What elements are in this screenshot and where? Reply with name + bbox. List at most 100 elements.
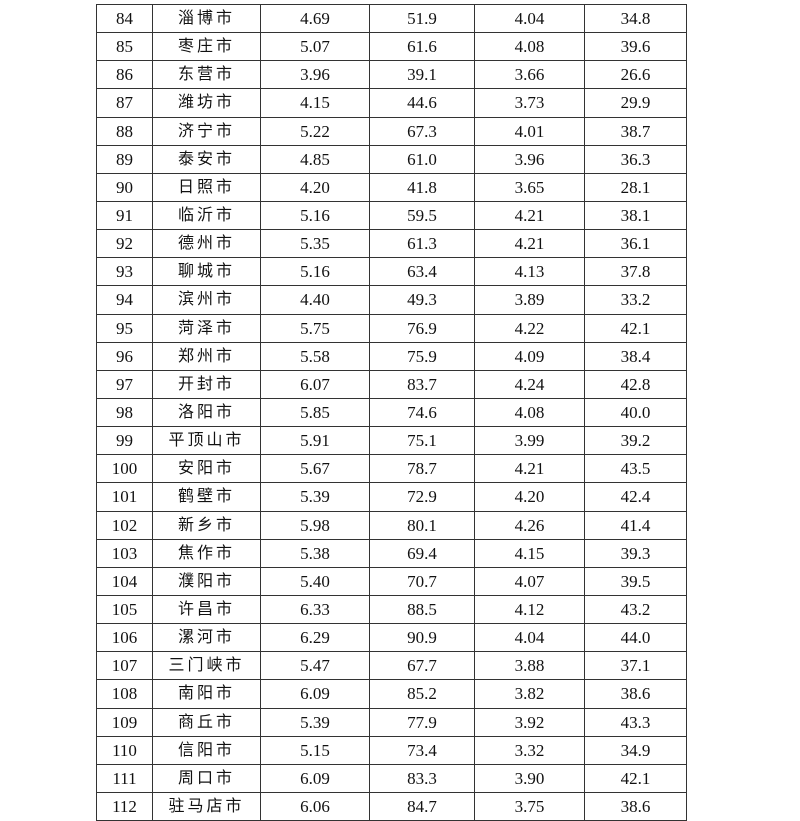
row-number: 88 xyxy=(96,116,153,146)
value-col-2: 83.3 xyxy=(369,763,475,793)
row-number: 104 xyxy=(96,566,153,596)
value-col-1: 5.35 xyxy=(260,229,370,259)
value-col-2: 69.4 xyxy=(369,538,475,568)
city-name: 漯河市 xyxy=(152,623,261,653)
value-col-1: 5.91 xyxy=(260,426,370,456)
city-name: 商丘市 xyxy=(152,707,261,737)
value-col-4: 44.0 xyxy=(584,623,687,653)
value-col-3: 3.99 xyxy=(474,426,585,456)
table-row: 111 周口市 6.09 83.3 3.90 42.1 xyxy=(96,763,687,793)
value-col-1: 5.16 xyxy=(260,257,370,287)
value-col-2: 83.7 xyxy=(369,369,475,399)
row-number: 105 xyxy=(96,594,153,625)
city-name: 周口市 xyxy=(152,763,261,793)
table-row: 89 泰安市 4.85 61.0 3.96 36.3 xyxy=(96,144,687,174)
value-col-4: 42.1 xyxy=(584,313,687,343)
value-col-4: 26.6 xyxy=(584,60,687,90)
value-col-2: 61.3 xyxy=(369,229,475,259)
value-col-3: 3.73 xyxy=(474,88,585,118)
value-col-2: 88.5 xyxy=(369,594,475,625)
value-col-4: 43.5 xyxy=(584,454,687,484)
value-col-3: 4.08 xyxy=(474,32,585,62)
city-name: 鹤壁市 xyxy=(152,482,261,512)
value-col-1: 4.40 xyxy=(260,285,370,315)
value-col-1: 5.39 xyxy=(260,707,370,737)
city-name: 新乡市 xyxy=(152,510,261,540)
row-number: 92 xyxy=(96,229,153,259)
table-row: 84 淄博市 4.69 51.9 4.04 34.8 xyxy=(96,3,687,34)
table-row: 99 平顶山市 5.91 75.1 3.99 39.2 xyxy=(96,426,687,456)
value-col-1: 4.20 xyxy=(260,172,370,202)
value-col-3: 4.07 xyxy=(474,566,585,596)
value-col-1: 5.16 xyxy=(260,200,370,231)
value-col-2: 61.0 xyxy=(369,144,475,174)
city-name: 驻马店市 xyxy=(152,791,261,821)
value-col-2: 39.1 xyxy=(369,60,475,90)
value-col-3: 4.21 xyxy=(474,454,585,484)
value-col-1: 5.75 xyxy=(260,313,370,343)
value-col-1: 5.58 xyxy=(260,341,370,371)
value-col-2: 75.1 xyxy=(369,426,475,456)
table-row: 100 安阳市 5.67 78.7 4.21 43.5 xyxy=(96,454,687,484)
table-row: 90 日照市 4.20 41.8 3.65 28.1 xyxy=(96,172,687,202)
value-col-2: 41.8 xyxy=(369,172,475,202)
value-col-3: 4.13 xyxy=(474,257,585,287)
table-row: 102 新乡市 5.98 80.1 4.26 41.4 xyxy=(96,510,687,540)
city-name: 德州市 xyxy=(152,229,261,259)
city-name: 郑州市 xyxy=(152,341,261,371)
value-col-1: 5.22 xyxy=(260,116,370,146)
value-col-3: 4.04 xyxy=(474,623,585,653)
city-name: 滨州市 xyxy=(152,285,261,315)
value-col-2: 61.6 xyxy=(369,32,475,62)
table-row: 103 焦作市 5.38 69.4 4.15 39.3 xyxy=(96,538,687,568)
value-col-4: 42.8 xyxy=(584,369,687,399)
table-row: 105 许昌市 6.33 88.5 4.12 43.2 xyxy=(96,594,687,625)
row-number: 93 xyxy=(96,257,153,287)
city-name: 济宁市 xyxy=(152,116,261,146)
value-col-3: 4.26 xyxy=(474,510,585,540)
value-col-4: 28.1 xyxy=(584,172,687,202)
table-row: 97 开封市 6.07 83.7 4.24 42.8 xyxy=(96,369,687,399)
city-name: 平顶山市 xyxy=(152,426,261,456)
value-col-2: 78.7 xyxy=(369,454,475,484)
value-col-3: 3.92 xyxy=(474,707,585,737)
row-number: 109 xyxy=(96,707,153,737)
table-row: 109 商丘市 5.39 77.9 3.92 43.3 xyxy=(96,707,687,737)
row-number: 98 xyxy=(96,397,153,428)
row-number: 101 xyxy=(96,482,153,512)
value-col-1: 6.06 xyxy=(260,791,370,821)
value-col-4: 39.5 xyxy=(584,566,687,596)
value-col-1: 5.67 xyxy=(260,454,370,484)
value-col-4: 36.3 xyxy=(584,144,687,174)
value-col-1: 5.15 xyxy=(260,735,370,765)
value-col-4: 29.9 xyxy=(584,88,687,118)
row-number: 84 xyxy=(96,3,153,34)
value-col-1: 6.33 xyxy=(260,594,370,625)
value-col-2: 67.7 xyxy=(369,651,475,681)
value-col-1: 4.85 xyxy=(260,144,370,174)
value-col-1: 6.29 xyxy=(260,623,370,653)
value-col-3: 4.20 xyxy=(474,482,585,512)
row-number: 95 xyxy=(96,313,153,343)
value-col-1: 4.69 xyxy=(260,3,370,34)
table-row: 112 驻马店市 6.06 84.7 3.75 38.6 xyxy=(96,791,687,821)
value-col-3: 3.32 xyxy=(474,735,585,765)
value-col-3: 3.65 xyxy=(474,172,585,202)
value-col-2: 63.4 xyxy=(369,257,475,287)
value-col-3: 3.88 xyxy=(474,651,585,681)
value-col-3: 4.15 xyxy=(474,538,585,568)
value-col-2: 80.1 xyxy=(369,510,475,540)
table-body: 84 淄博市 4.69 51.9 4.04 34.8 85 枣庄市 5.07 61.6 4.08 39… xyxy=(96,3,687,821)
city-name: 淄博市 xyxy=(152,3,261,34)
city-name: 聊城市 xyxy=(152,257,261,287)
value-col-1: 6.07 xyxy=(260,369,370,399)
value-col-3: 3.75 xyxy=(474,791,585,821)
value-col-4: 34.9 xyxy=(584,735,687,765)
city-name: 菏泽市 xyxy=(152,313,261,343)
city-name: 信阳市 xyxy=(152,735,261,765)
city-name: 东营市 xyxy=(152,60,261,90)
value-col-2: 73.4 xyxy=(369,735,475,765)
row-number: 107 xyxy=(96,651,153,681)
value-col-2: 75.9 xyxy=(369,341,475,371)
value-col-2: 59.5 xyxy=(369,200,475,231)
